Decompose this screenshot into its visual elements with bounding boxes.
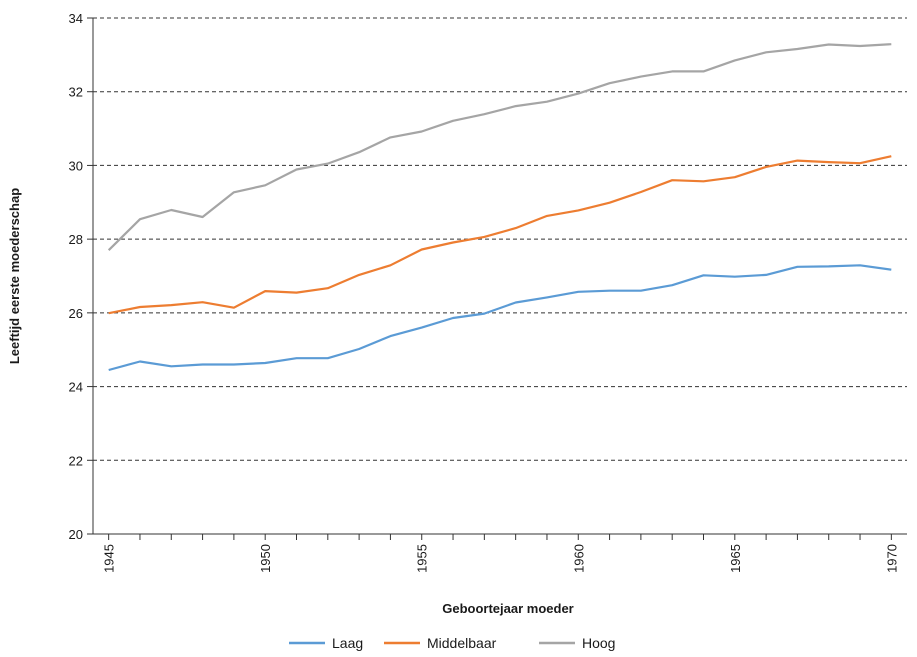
y-tick-label-30: 30: [69, 158, 83, 173]
series-line-middelbaar: [108, 155, 892, 315]
x-tick-labels: 1945 1950 1955 1960 1965 1970: [102, 544, 900, 573]
legend: Laag Middelbaar Hoog: [289, 635, 615, 651]
y-axis-title: Leeftijd eerste moederschap: [7, 188, 22, 364]
axes: [87, 17, 907, 540]
series-line-laag: [108, 264, 892, 372]
x-tick-label-1945: 1945: [102, 544, 117, 573]
x-tick-label-1960: 1960: [571, 544, 586, 573]
legend-label-laag: Laag: [332, 635, 363, 651]
x-axis-title: Geboortejaar moeder: [442, 601, 574, 616]
series-lines: [107, 43, 892, 372]
y-tick-label-20: 20: [69, 527, 83, 542]
x-tick-label-1950: 1950: [258, 544, 273, 573]
y-tick-label-28: 28: [69, 232, 83, 247]
legend-label-hoog: Hoog: [582, 635, 615, 651]
y-tick-label-34: 34: [69, 11, 83, 26]
grid-lines: [93, 17, 907, 461]
x-tick-label-1955: 1955: [415, 544, 430, 573]
y-tick-label-26: 26: [69, 306, 83, 321]
x-tick-label-1965: 1965: [728, 544, 743, 573]
series-line-hoog: [107, 43, 892, 251]
legend-label-middelbaar: Middelbaar: [427, 635, 497, 651]
x-tick-label-1970: 1970: [884, 544, 899, 573]
y-tick-label-32: 32: [69, 85, 83, 100]
y-tick-label-24: 24: [69, 380, 83, 395]
y-tick-labels: 20 22 24 26 28 30 32 34: [69, 11, 83, 542]
y-tick-label-22: 22: [69, 453, 83, 468]
